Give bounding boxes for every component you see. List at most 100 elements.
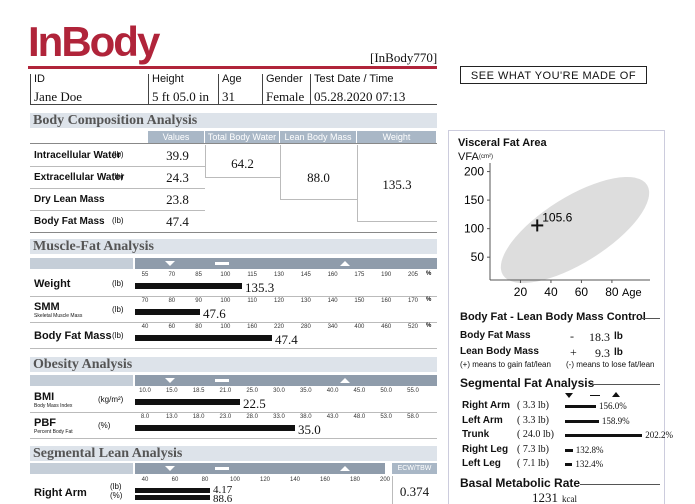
bar bbox=[565, 434, 643, 438]
bar-value: 47.6 bbox=[203, 306, 226, 321]
row-unit: (kg/m²) bbox=[98, 395, 124, 404]
tick-label: 38.0 bbox=[299, 414, 312, 420]
bar-value: 4.17 bbox=[213, 484, 233, 496]
note: (+) means to gain fat/lean bbox=[460, 360, 551, 369]
mass: ( 24.0 lb) bbox=[517, 429, 554, 441]
row-rule bbox=[30, 322, 437, 323]
logo-rule bbox=[28, 66, 437, 69]
row-label: PBF bbox=[34, 417, 56, 429]
tick-label: 40.0 bbox=[326, 388, 339, 394]
tick-label: 400 bbox=[354, 324, 365, 330]
column-header: Weight bbox=[357, 131, 436, 143]
logo: InBody bbox=[28, 18, 160, 65]
bar bbox=[135, 425, 295, 431]
tick-label: 40 bbox=[141, 324, 149, 330]
tick-label: 13.0 bbox=[165, 414, 178, 420]
row-label: Left Leg bbox=[462, 458, 501, 470]
tick-label: 55 bbox=[141, 272, 149, 278]
tick-label: 60 bbox=[168, 324, 176, 330]
field-label: Height bbox=[152, 73, 184, 85]
tick-label: 100 bbox=[220, 298, 231, 304]
tick-label: 40 bbox=[141, 477, 149, 483]
bar bbox=[135, 399, 240, 405]
marker bbox=[165, 378, 175, 383]
bar-value: 22.5 bbox=[243, 396, 266, 411]
value: 9.3 bbox=[595, 346, 610, 360]
column-header: Values bbox=[148, 131, 204, 143]
marker bbox=[165, 466, 175, 471]
tick-label: 85 bbox=[195, 272, 202, 278]
field-value: 05.28.2020 07:13 bbox=[314, 89, 406, 104]
row-rule bbox=[30, 188, 205, 189]
row-label: SMM bbox=[34, 301, 60, 313]
tick-label: 60 bbox=[171, 477, 179, 483]
field-divider bbox=[262, 74, 263, 104]
cell-border bbox=[280, 145, 357, 200]
unit: lb bbox=[614, 347, 623, 358]
section-title: Obesity Analysis bbox=[30, 357, 437, 372]
field-divider bbox=[30, 74, 31, 104]
bar bbox=[135, 283, 242, 289]
tick-label: 45.0 bbox=[353, 388, 366, 394]
graph-header bbox=[135, 258, 437, 269]
row-label: Extracellular Water bbox=[34, 172, 125, 183]
row-label: Intracellular Water bbox=[34, 150, 121, 161]
tick-label: 100 bbox=[220, 324, 231, 330]
panel-title: Body Fat - Lean Body Mass Control bbox=[460, 311, 646, 323]
row-label: Lean Body Mass bbox=[460, 346, 539, 357]
tick-label: 90 bbox=[195, 298, 202, 304]
section-title: Body Composition Analysis bbox=[30, 113, 437, 128]
bar-value: 47.4 bbox=[275, 332, 298, 347]
sign: - bbox=[570, 329, 574, 343]
tick-label: 180 bbox=[349, 477, 361, 483]
tbw-value: 64.2 bbox=[231, 156, 254, 171]
row-unit: (%) bbox=[98, 421, 111, 430]
tick-label: 58.0 bbox=[407, 414, 419, 420]
tick-label: 460 bbox=[381, 324, 392, 330]
tick-label: 175 bbox=[354, 272, 365, 278]
field-divider bbox=[148, 74, 149, 104]
row-rule bbox=[30, 412, 437, 413]
field-value: Jane Doe bbox=[34, 89, 83, 104]
row-label: Dry Lean Mass bbox=[34, 194, 105, 205]
bmr-unit: kcal bbox=[562, 494, 577, 504]
bmr-value: 1231 bbox=[532, 490, 558, 504]
marker bbox=[612, 392, 620, 397]
row-label: Right Leg bbox=[462, 443, 509, 455]
bar-value: 88.6 bbox=[213, 493, 233, 504]
tick-unit: % bbox=[426, 297, 432, 303]
graph-header bbox=[30, 375, 133, 386]
row-unit: (%) bbox=[110, 491, 123, 500]
row-unit: (lb) bbox=[112, 305, 124, 314]
marker bbox=[340, 466, 350, 471]
weight-value: 135.3 bbox=[382, 177, 412, 192]
sign: + bbox=[570, 345, 577, 359]
y-axis-label: VFA bbox=[458, 151, 479, 163]
tick-label: 160 bbox=[319, 477, 331, 483]
tick-label: 100 bbox=[220, 272, 231, 278]
tick-label: 53.0 bbox=[380, 414, 393, 420]
marker bbox=[215, 262, 229, 265]
value: 18.3 bbox=[589, 330, 610, 344]
bar-value: 135.3 bbox=[245, 280, 275, 295]
tick-label: 28.0 bbox=[246, 414, 259, 420]
row-label: Right Arm bbox=[34, 487, 87, 499]
unit: lb bbox=[614, 331, 623, 342]
bar bbox=[135, 488, 210, 493]
mass: ( 7.3 lb) bbox=[517, 443, 549, 455]
marker bbox=[215, 467, 229, 470]
lbm-value: 88.0 bbox=[307, 170, 330, 185]
row-rule bbox=[30, 438, 437, 439]
field-divider bbox=[218, 74, 219, 104]
row-rule bbox=[30, 296, 437, 297]
tick-label: 160 bbox=[327, 272, 338, 278]
slogan: SEE WHAT YOU'RE MADE OF bbox=[460, 66, 647, 84]
tick-label: 25.0 bbox=[246, 388, 259, 394]
tick-label: 205 bbox=[407, 272, 419, 278]
tick-label: 110 bbox=[247, 298, 257, 304]
y-axis-unit: (cm²) bbox=[479, 154, 493, 160]
tick-label: 8.0 bbox=[140, 414, 150, 420]
tick-label: 220 bbox=[273, 324, 285, 330]
tick-label: 170 bbox=[407, 298, 419, 304]
